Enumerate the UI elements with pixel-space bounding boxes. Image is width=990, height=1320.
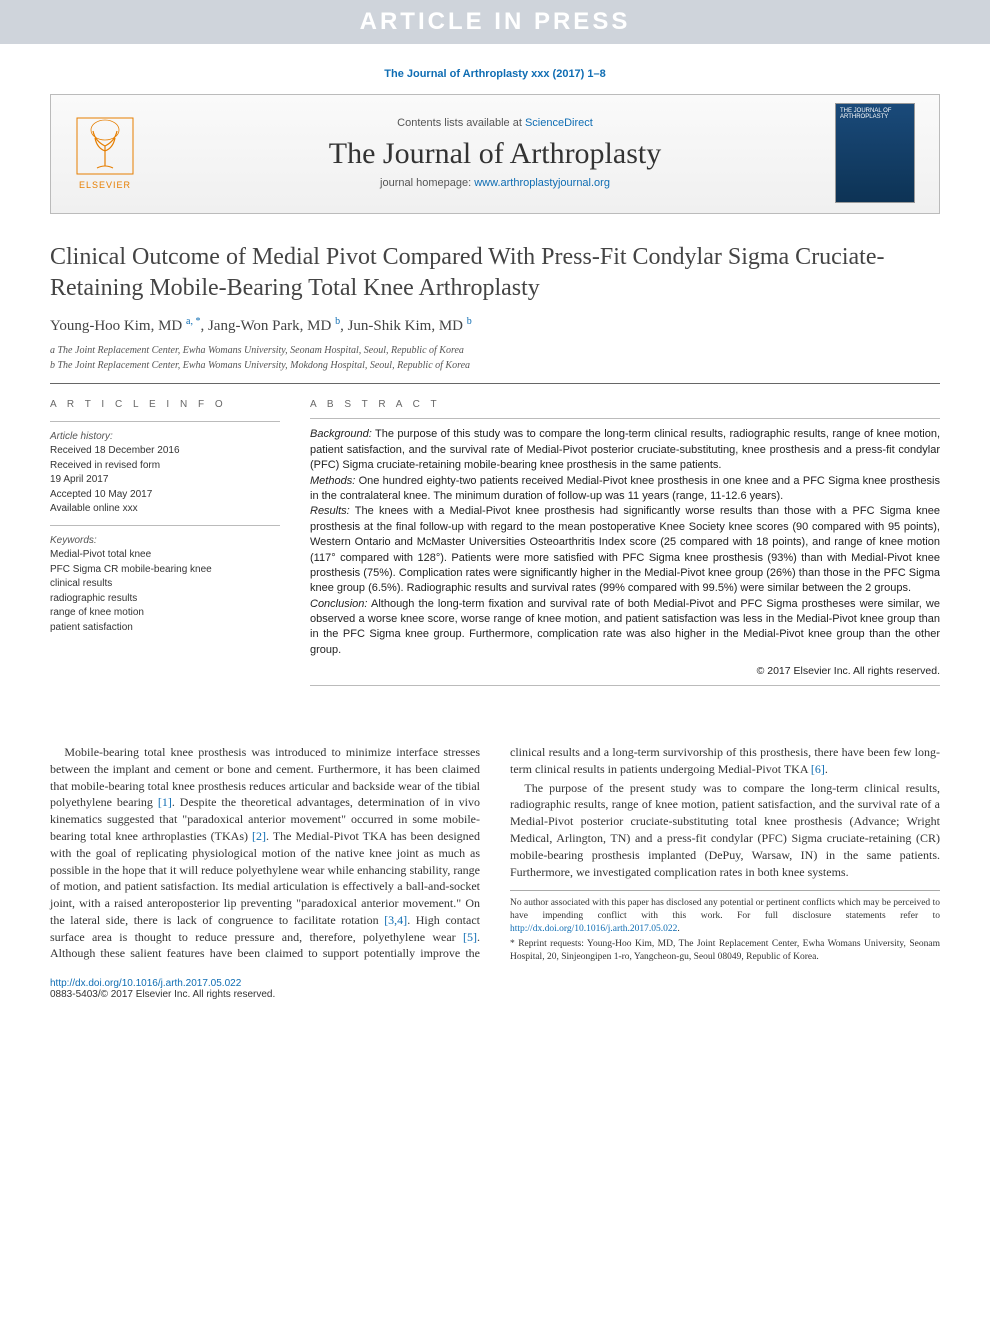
article-body: Mobile-bearing total knee prosthesis was… xyxy=(50,744,940,964)
history-4: Accepted 10 May 2017 xyxy=(50,489,152,500)
affiliation-a: a The Joint Replacement Center, Ewha Wom… xyxy=(50,343,940,358)
article-doi-link[interactable]: http://dx.doi.org/10.1016/j.arth.2017.05… xyxy=(50,978,241,989)
ref-link-2[interactable]: [2] xyxy=(252,829,266,843)
ref-link-6[interactable]: [6] xyxy=(811,762,825,776)
ref-link-5[interactable]: [5] xyxy=(463,930,477,944)
history-5: Available online xxx xyxy=(50,503,138,514)
history-1: Received 18 December 2016 xyxy=(50,445,180,456)
sciencedirect-link[interactable]: ScienceDirect xyxy=(525,117,593,129)
keyword: patient satisfaction xyxy=(50,622,133,633)
abstract-conclusion: Conclusion: Although the long-term fixat… xyxy=(310,597,940,659)
elsevier-logo: ELSEVIER xyxy=(65,108,145,198)
abstract-results: Results: The knees with a Medial-Pivot k… xyxy=(310,504,940,596)
affiliations: a The Joint Replacement Center, Ewha Wom… xyxy=(50,343,940,373)
footnotes: No author associated with this paper has… xyxy=(510,890,940,963)
body-p3: The purpose of the present study was to … xyxy=(510,780,940,881)
history-label: Article history: xyxy=(50,431,113,442)
elsevier-wordmark: ELSEVIER xyxy=(79,180,131,190)
journal-name: The Journal of Arthroplasty xyxy=(165,137,825,171)
history-2: Received in revised form xyxy=(50,460,160,471)
abstract-column: A B S T R A C T Background: The purpose … xyxy=(310,398,940,694)
keyword: clinical results xyxy=(50,578,112,589)
ref-link-34[interactable]: [3,4] xyxy=(384,913,407,927)
author-list: Young-Hoo Kim, MD a, *, Jang-Won Park, M… xyxy=(50,316,940,335)
citation-line: The Journal of Arthroplasty xxx (2017) 1… xyxy=(0,68,990,80)
doi-block: http://dx.doi.org/10.1016/j.arth.2017.05… xyxy=(50,978,940,1000)
journal-homepage-link[interactable]: www.arthroplastyjournal.org xyxy=(474,177,610,189)
article-title: Clinical Outcome of Medial Pivot Compare… xyxy=(50,242,940,304)
contents-prefix: Contents lists available at xyxy=(397,117,525,129)
abstract-head: A B S T R A C T xyxy=(310,398,940,412)
keyword: Medial-Pivot total knee xyxy=(50,549,151,560)
article-in-press-banner: ARTICLE IN PRESS xyxy=(0,0,990,44)
keyword: range of knee motion xyxy=(50,607,144,618)
keyword: PFC Sigma CR mobile-bearing knee xyxy=(50,564,212,575)
abstract-methods: Methods: One hundred eighty-two patients… xyxy=(310,474,940,505)
homepage-prefix: journal homepage: xyxy=(380,177,474,189)
article-info-column: A R T I C L E I N F O Article history: R… xyxy=(50,398,280,694)
journal-homepage-line: journal homepage: www.arthroplastyjourna… xyxy=(165,177,825,189)
ref-link-1[interactable]: [1] xyxy=(158,795,172,809)
affiliation-b: b The Joint Replacement Center, Ewha Wom… xyxy=(50,358,940,373)
contents-lists-line: Contents lists available at ScienceDirec… xyxy=(165,117,825,129)
elsevier-tree-icon xyxy=(75,116,135,176)
keyword: radiographic results xyxy=(50,593,137,604)
journal-masthead: ELSEVIER Contents lists available at Sci… xyxy=(50,94,940,214)
reprint-footnote: * Reprint requests: Young-Hoo Kim, MD, T… xyxy=(510,938,940,964)
cover-label: THE JOURNAL OF ARTHROPLASTY xyxy=(840,108,910,120)
journal-cover-thumbnail: THE JOURNAL OF ARTHROPLASTY xyxy=(835,103,915,203)
disclosure-doi-link[interactable]: http://dx.doi.org/10.1016/j.arth.2017.05… xyxy=(510,924,677,934)
history-3: 19 April 2017 xyxy=(50,474,108,485)
keywords-label: Keywords: xyxy=(50,535,97,546)
abstract-copyright: © 2017 Elsevier Inc. All rights reserved… xyxy=(310,664,940,679)
issn-copyright: 0883-5403/© 2017 Elsevier Inc. All right… xyxy=(50,989,275,1000)
abstract-background: Background: The purpose of this study wa… xyxy=(310,427,940,473)
article-info-head: A R T I C L E I N F O xyxy=(50,398,280,413)
conflict-footnote: No author associated with this paper has… xyxy=(510,897,940,935)
divider xyxy=(50,383,940,384)
